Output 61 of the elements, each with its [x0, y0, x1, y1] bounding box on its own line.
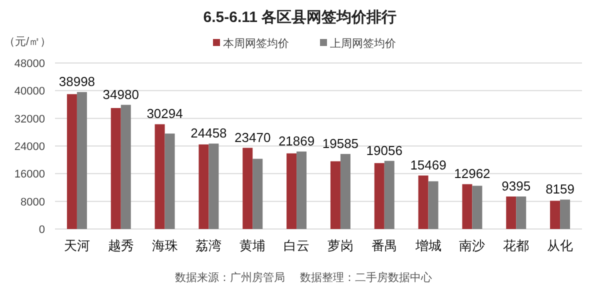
x-tick-label: 白云 [284, 238, 310, 253]
bar [198, 144, 209, 229]
x-tick-label: 黄埔 [240, 238, 266, 253]
x-tick-label: 增城 [414, 238, 442, 253]
data-label: 21869 [278, 134, 315, 149]
x-tick-label: 从化 [547, 238, 574, 253]
y-tick-label: 40000 [14, 86, 45, 98]
source-note: 数据来源：广州房管局 [175, 271, 285, 284]
bar [66, 94, 77, 229]
text: 数据整理：二手房数据中心 [300, 271, 432, 284]
bar [242, 148, 253, 229]
y-tick-label: 16000 [14, 168, 45, 181]
data-label: 24458 [190, 126, 227, 141]
bar [516, 196, 526, 229]
bar [120, 104, 131, 229]
bar [384, 160, 394, 229]
data-label: 30294 [146, 106, 183, 122]
bar [296, 152, 307, 229]
data-label: 12962 [454, 166, 490, 182]
data-label: 19585 [322, 136, 359, 151]
chart-title: 6.5-6.11 各区县网签均价排行 [203, 9, 397, 26]
x-tick-label: 萝岗 [327, 238, 354, 253]
y-tick-label: 8000 [20, 196, 45, 208]
data-label: 19056 [366, 142, 402, 158]
legend-label: 本周网签均价 [223, 37, 289, 50]
bar [428, 181, 438, 229]
bar [462, 184, 472, 229]
bar [286, 153, 297, 229]
bar [76, 92, 87, 229]
bar [418, 176, 428, 229]
y-tick-label: 24000 [14, 141, 45, 153]
bar [164, 134, 175, 229]
y-tick-label: 32000 [14, 113, 45, 126]
bar [550, 200, 560, 229]
data-label: 34980 [102, 86, 139, 102]
bar [110, 108, 121, 229]
x-tick-label: 荔湾 [196, 238, 222, 253]
bar [374, 163, 384, 229]
x-tick-label: 花都 [503, 238, 530, 253]
x-tick-label: 海珠 [152, 238, 178, 253]
y-axis-title: （元/㎡） [4, 36, 52, 48]
data-label: 9395 [502, 178, 531, 194]
data-label: 15469 [410, 158, 446, 173]
x-tick-label: 番禺 [371, 238, 398, 253]
bar [154, 124, 165, 229]
data-label: 23470 [234, 130, 271, 145]
x-tick-label: 越秀 [108, 238, 134, 253]
bar [560, 200, 570, 229]
y-tick-label: 48000 [14, 58, 45, 70]
bar [340, 154, 350, 229]
bar [506, 196, 516, 229]
y-tick-label: 0 [38, 224, 45, 236]
data-label: 38998 [58, 74, 96, 90]
data-label: 8159 [546, 182, 575, 197]
bar [208, 144, 219, 229]
x-tick-label: 天河 [64, 238, 90, 253]
bar [330, 161, 340, 229]
x-tick-label: 南沙 [459, 238, 486, 253]
legend-label: 上周网签均价 [330, 37, 396, 50]
bar [252, 158, 263, 229]
bar [472, 186, 482, 229]
